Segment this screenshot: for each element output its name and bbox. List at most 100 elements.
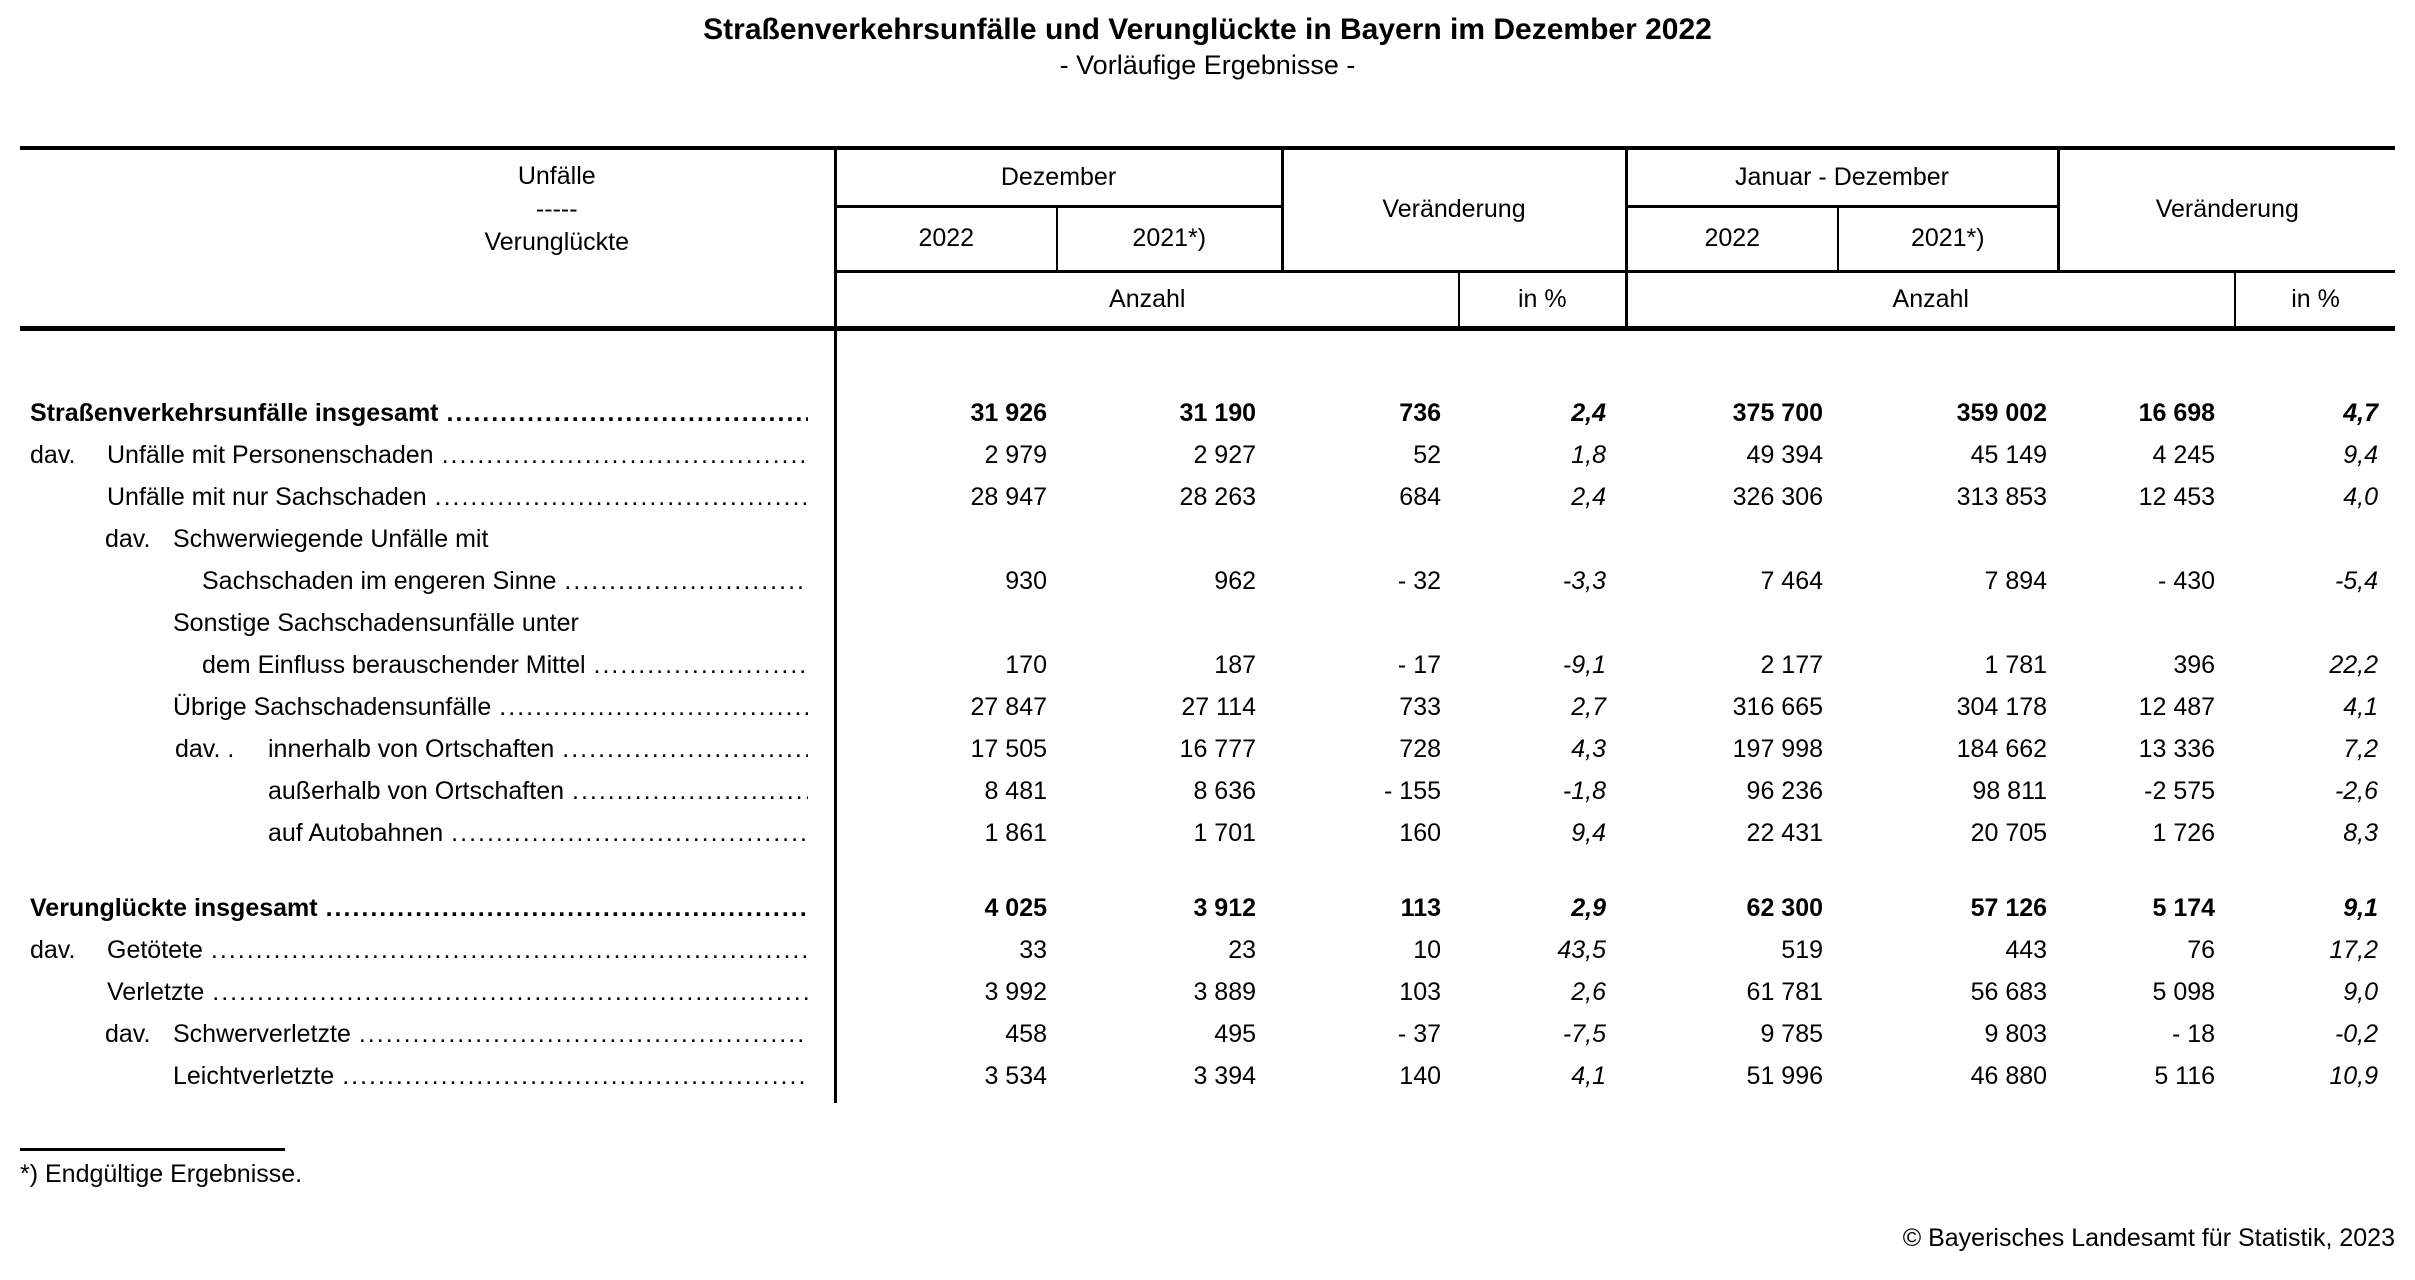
value-cell: - 155 <box>1384 776 1442 805</box>
year-2022-jandez: 2022 <box>1626 206 1840 273</box>
value-cell: 61 781 <box>1746 977 1824 1006</box>
table-row: dav. . innerhalb von Ortschaften .......… <box>20 727 2395 770</box>
value-cell <box>1838 518 2058 560</box>
value-cell <box>2235 602 2395 644</box>
value-cell: - 430 <box>2158 566 2216 595</box>
row-prefix: dav. <box>30 440 76 469</box>
value-cell: 3 889 <box>1193 977 1257 1006</box>
table-row: dav. Schwerverletzte ...................… <box>20 1012 2395 1055</box>
value-cell: 46 880 <box>1970 1061 2048 1090</box>
value-cell: 375 700 <box>1732 398 1824 427</box>
value-cell: 98 811 <box>1972 776 2048 805</box>
value-cell: - 18 <box>2171 1019 2216 1048</box>
value-cell: 2 927 <box>1193 440 1257 469</box>
value-cell: - 37 <box>1397 1019 1442 1048</box>
stub-header-line1: Unfälle <box>517 162 596 190</box>
value-cell <box>1057 602 1282 644</box>
value-cell: 3 534 <box>984 1061 1047 1090</box>
stub-header-line3: Verunglückte <box>484 228 630 256</box>
value-cell: 13 336 <box>2138 734 2216 763</box>
table-row: außerhalb von Ortschaften ..............… <box>20 769 2395 812</box>
row-prefix: dav. . <box>175 734 235 763</box>
value-cell: 16 698 <box>2138 398 2216 427</box>
value-cell: -1,8 <box>1562 776 1607 805</box>
value-cell: 2,4 <box>1571 398 1607 427</box>
table-row: auf Autobahnen .........................… <box>20 811 2395 854</box>
value-cell: 733 <box>1399 692 1442 721</box>
value-cell <box>1282 518 1459 560</box>
dot-leader: ........................................… <box>572 776 808 805</box>
dot-leader: ........................................… <box>441 440 808 469</box>
value-cell: 57 126 <box>1970 893 2048 922</box>
row-stub-cell: Leichtverletzte ........................… <box>20 1054 837 1103</box>
value-cell <box>2235 518 2395 560</box>
row-label: Unfälle mit Personenschaden <box>107 440 434 469</box>
value-cell: -2,6 <box>2334 776 2379 805</box>
table-row: Übrige Sachschadensunfälle .............… <box>20 685 2395 728</box>
col-group-change-2: Veränderung <box>2058 146 2396 273</box>
value-cell: 12 487 <box>2138 692 2216 721</box>
value-cell: -2 575 <box>2144 776 2216 805</box>
unit-in-pct-1: in % <box>1459 271 1628 331</box>
row-label: Übrige Sachschadensunfälle <box>173 692 492 721</box>
table-row: dav. Unfälle mit Personenschaden .......… <box>20 433 2395 476</box>
value-cell: 45 149 <box>1970 440 2048 469</box>
value-cell: 1 781 <box>1984 650 2048 679</box>
value-cell <box>1626 518 1838 560</box>
value-cell: 2 177 <box>1760 650 1824 679</box>
value-cell: 2,9 <box>1571 893 1607 922</box>
value-cell: 4,1 <box>2343 692 2379 721</box>
dot-leader: ........................................… <box>342 1061 808 1090</box>
dot-leader: ........................................… <box>325 893 808 922</box>
value-cell <box>1626 602 1838 644</box>
dot-leader: ........................................… <box>358 1019 808 1048</box>
value-cell <box>1057 518 1282 560</box>
value-cell: 5 174 <box>2152 893 2216 922</box>
row-stub-cell: Straßenverkehrsunfälle insgesamt .......… <box>20 328 837 434</box>
dot-leader: ........................................… <box>562 734 807 763</box>
value-cell: 103 <box>1399 977 1442 1006</box>
dot-leader: ........................................… <box>434 482 808 511</box>
table-row: dem Einfluss berauschender Mittel ......… <box>20 643 2395 686</box>
value-cell: 8 636 <box>1193 776 1257 805</box>
value-cell: 458 <box>1005 1019 1047 1048</box>
value-cell: 12 453 <box>2138 482 2216 511</box>
value-cell: 1 861 <box>984 818 1047 847</box>
value-cell: 31 190 <box>1179 398 1257 427</box>
table-row: Verunglückte insgesamt .................… <box>20 886 2395 929</box>
row-stub-cell: Verletzte ..............................… <box>20 970 837 1013</box>
table-row: Leichtverletzte ........................… <box>20 1054 2395 1103</box>
value-cell: 3 992 <box>984 977 1047 1006</box>
row-stub-cell: auf Autobahnen .........................… <box>20 811 837 854</box>
value-cell: 519 <box>1781 935 1824 964</box>
table-row: Verletzte ..............................… <box>20 970 2395 1013</box>
value-cell: - 32 <box>1397 566 1442 595</box>
value-cell: 197 998 <box>1732 734 1824 763</box>
row-stub-cell: Sachschaden im engeren Sinne ...........… <box>20 559 837 602</box>
value-cell: 52 <box>1413 440 1442 469</box>
value-cell: 10 <box>1413 935 1442 964</box>
value-cell: 9 803 <box>1984 1019 2048 1048</box>
row-stub-cell: Verunglückte insgesamt .................… <box>20 886 837 929</box>
value-cell: 8 481 <box>984 776 1047 805</box>
value-cell: 4 025 <box>984 893 1047 922</box>
row-label: Unfälle mit nur Sachschaden <box>107 482 427 511</box>
row-label: Leichtverletzte <box>173 1061 335 1090</box>
value-cell: 49 394 <box>1746 440 1824 469</box>
value-cell: 2,4 <box>1571 482 1607 511</box>
table-header: Unfälle ----- Verunglückte Dezember Verä… <box>20 146 2396 331</box>
dot-leader: ........................................… <box>210 935 808 964</box>
value-cell: 4,0 <box>2343 482 2379 511</box>
table-row: Unfälle mit nur Sachschaden ............… <box>20 475 2395 518</box>
value-cell: 728 <box>1399 734 1442 763</box>
value-cell: 1 726 <box>2152 818 2216 847</box>
value-cell: 8,3 <box>2343 818 2379 847</box>
value-cell: 22 431 <box>1746 818 1824 847</box>
value-cell: 10,9 <box>2329 1061 2379 1090</box>
value-cell: -7,5 <box>1562 1019 1607 1048</box>
value-cell: 9,0 <box>2343 977 2379 1006</box>
row-stub-cell: dem Einfluss berauschender Mittel ......… <box>20 643 837 686</box>
value-cell: -5,4 <box>2334 566 2379 595</box>
value-cell: 16 777 <box>1179 734 1257 763</box>
value-cell: 7 894 <box>1984 566 2048 595</box>
